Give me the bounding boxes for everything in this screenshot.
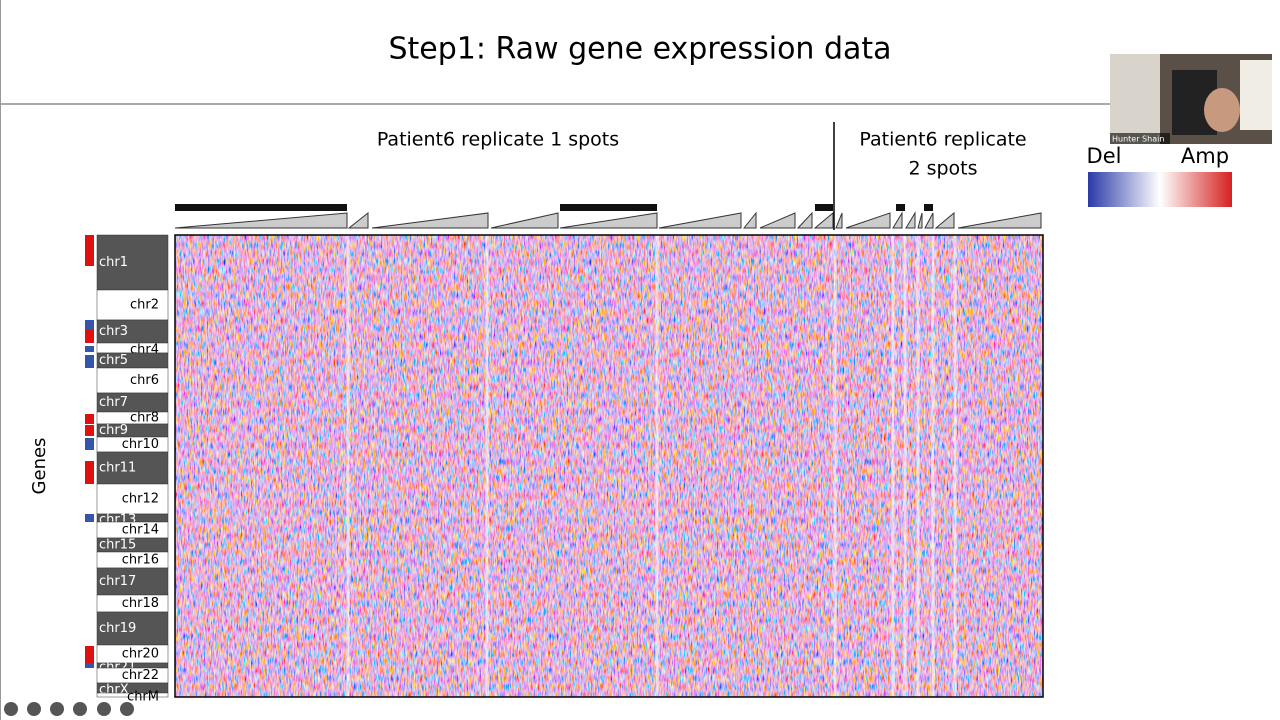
chromosome-block — [96, 611, 169, 646]
chromosome-block — [96, 289, 169, 321]
cnv-marker — [85, 461, 94, 484]
cnv-marker — [85, 514, 94, 522]
control-forward[interactable] — [120, 702, 134, 716]
control-cc[interactable] — [50, 702, 64, 716]
replicate-2-label: Patient6 replicate — [859, 129, 1026, 151]
control-more[interactable] — [97, 702, 111, 716]
legend-low: Del — [1087, 144, 1122, 168]
webcam-face — [1204, 88, 1240, 132]
replicate-1-label: Patient6 replicate 1 spots — [377, 129, 619, 151]
chromosome-label: chrM — [127, 690, 159, 705]
cnv-marker — [85, 646, 94, 663]
heatmap-frame — [174, 234, 1044, 698]
cnv-marker — [85, 320, 94, 343]
cluster-triangle — [835, 212, 843, 229]
chromosome-label: chr6 — [130, 373, 159, 388]
chromosome-block — [96, 451, 169, 485]
webcam-name: Hunter Shain — [1112, 135, 1164, 144]
chromosome-label: chr22 — [122, 668, 159, 683]
cnv-marker — [85, 235, 94, 266]
cluster-triangle — [559, 212, 658, 229]
cluster-triangle — [174, 212, 348, 229]
chromosome-column: chr1chr2chr3chr4chr5chr6chr7chr8chr9chr1… — [85, 234, 169, 705]
chromosome-label: chr16 — [122, 553, 159, 568]
control-video[interactable] — [73, 702, 87, 716]
heatmap — [175, 235, 1043, 697]
replicate-2-label: 2 spots — [908, 158, 977, 180]
chromosome-block — [96, 567, 169, 596]
legend-gradient — [1088, 172, 1232, 207]
cluster-triangle — [347, 211, 369, 229]
heatmap-dividers — [346, 235, 957, 697]
chromosome-label: chr7 — [99, 395, 128, 410]
cluster-bar — [815, 204, 833, 211]
cluster-triangle — [892, 211, 903, 229]
cluster-triangle — [742, 211, 757, 229]
chromosome-label: chr3 — [99, 324, 128, 339]
webcam-wall — [1110, 54, 1160, 144]
player-controls — [4, 702, 134, 716]
cluster-triangle — [796, 211, 813, 229]
chromosome-label: chr5 — [99, 353, 128, 368]
cnv-marker — [85, 346, 94, 352]
chromosome-block — [96, 367, 169, 394]
chromosome-block — [96, 483, 169, 515]
y-axis-label: Genes — [29, 438, 50, 495]
webcam-name-bg — [1110, 133, 1170, 144]
chromosome-label: chr17 — [99, 574, 136, 589]
chromosome-label: chr11 — [99, 461, 136, 476]
cluster-triangle — [371, 212, 489, 229]
cluster-triangle — [917, 212, 923, 229]
chromosome-label: chr2 — [130, 298, 159, 313]
control-back[interactable] — [4, 702, 18, 716]
cluster-triangle — [490, 212, 559, 229]
cluster-triangle — [759, 212, 796, 229]
chromosome-block — [96, 692, 169, 698]
chromosome-label: chr18 — [122, 596, 159, 611]
cnv-marker — [85, 438, 94, 450]
cnv-marker — [85, 425, 94, 436]
cnv-marker — [85, 320, 94, 330]
webcam-window — [1240, 60, 1272, 130]
cluster-bar — [924, 204, 933, 211]
control-pen[interactable] — [27, 702, 41, 716]
dendrogram — [174, 204, 1042, 229]
cnv-marker — [85, 663, 94, 668]
chromosome-label: chr20 — [122, 647, 159, 662]
chromosome-label: chr8 — [130, 411, 159, 426]
cluster-triangle — [924, 212, 934, 229]
chromosome-label: chr19 — [99, 621, 136, 636]
cluster-bar — [896, 204, 905, 211]
chromosome-block — [96, 234, 169, 291]
cluster-triangle — [934, 211, 955, 229]
chromosome-label: chr9 — [99, 423, 128, 438]
webcam: Hunter Shain — [1110, 54, 1272, 144]
cluster-triangle — [905, 211, 916, 229]
chromosome-label: chr1 — [99, 255, 128, 270]
cluster-triangle — [845, 212, 891, 229]
chromosome-label: chr15 — [99, 538, 136, 553]
cluster-bar — [175, 204, 347, 211]
slide-title: Step1: Raw gene expression data — [388, 32, 891, 67]
cnv-marker — [85, 355, 94, 368]
cluster-triangle — [658, 212, 742, 229]
cnv-marker — [85, 414, 94, 424]
cluster-bar — [560, 204, 657, 211]
legend-high: Amp — [1181, 144, 1229, 168]
cluster-triangle — [813, 211, 834, 229]
chromosome-label: chr10 — [122, 437, 159, 452]
cluster-triangle — [957, 212, 1042, 229]
chromosome-label: chr14 — [122, 523, 159, 538]
chromosome-label: chr12 — [122, 492, 159, 507]
